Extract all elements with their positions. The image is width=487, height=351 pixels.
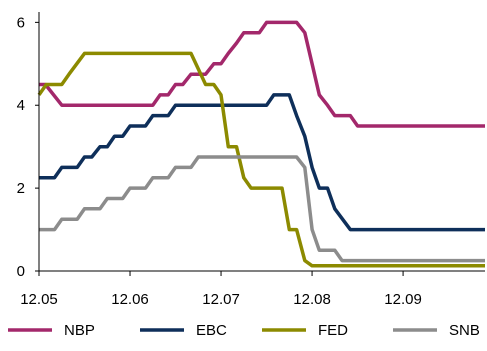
y-tick-label: 4 <box>17 97 25 114</box>
x-tick-label: 12.07 <box>202 291 240 308</box>
x-tick-label: 12.06 <box>111 291 149 308</box>
y-tick-label: 0 <box>17 263 25 280</box>
legend-label-nbp: NBP <box>64 322 95 339</box>
x-tick-label: 12.05 <box>20 291 58 308</box>
legend-label-fed: FED <box>318 322 348 339</box>
x-tick-label: 12.08 <box>293 291 331 308</box>
legend-label-ebc: EBC <box>196 322 227 339</box>
x-axis-ticks: 12.05 12.06 12.07 12.08 12.09 <box>20 271 422 308</box>
series-line-ebc <box>39 93 485 232</box>
axes: 0 2 4 6 12.05 12.06 12.07 12.08 12.09 <box>17 12 485 308</box>
legend: NBP EBC FED SNB <box>8 322 480 339</box>
legend-label-snb: SNB <box>449 322 480 339</box>
y-tick-label: 6 <box>17 14 25 31</box>
series-lines <box>37 20 485 268</box>
series-line-fed <box>37 51 485 268</box>
series-line-nbp <box>39 20 485 128</box>
x-tick-label: 12.09 <box>384 291 422 308</box>
series-line-snb <box>39 155 485 263</box>
y-tick-label: 2 <box>17 180 25 197</box>
y-axis-ticks: 0 2 4 6 <box>17 14 39 280</box>
